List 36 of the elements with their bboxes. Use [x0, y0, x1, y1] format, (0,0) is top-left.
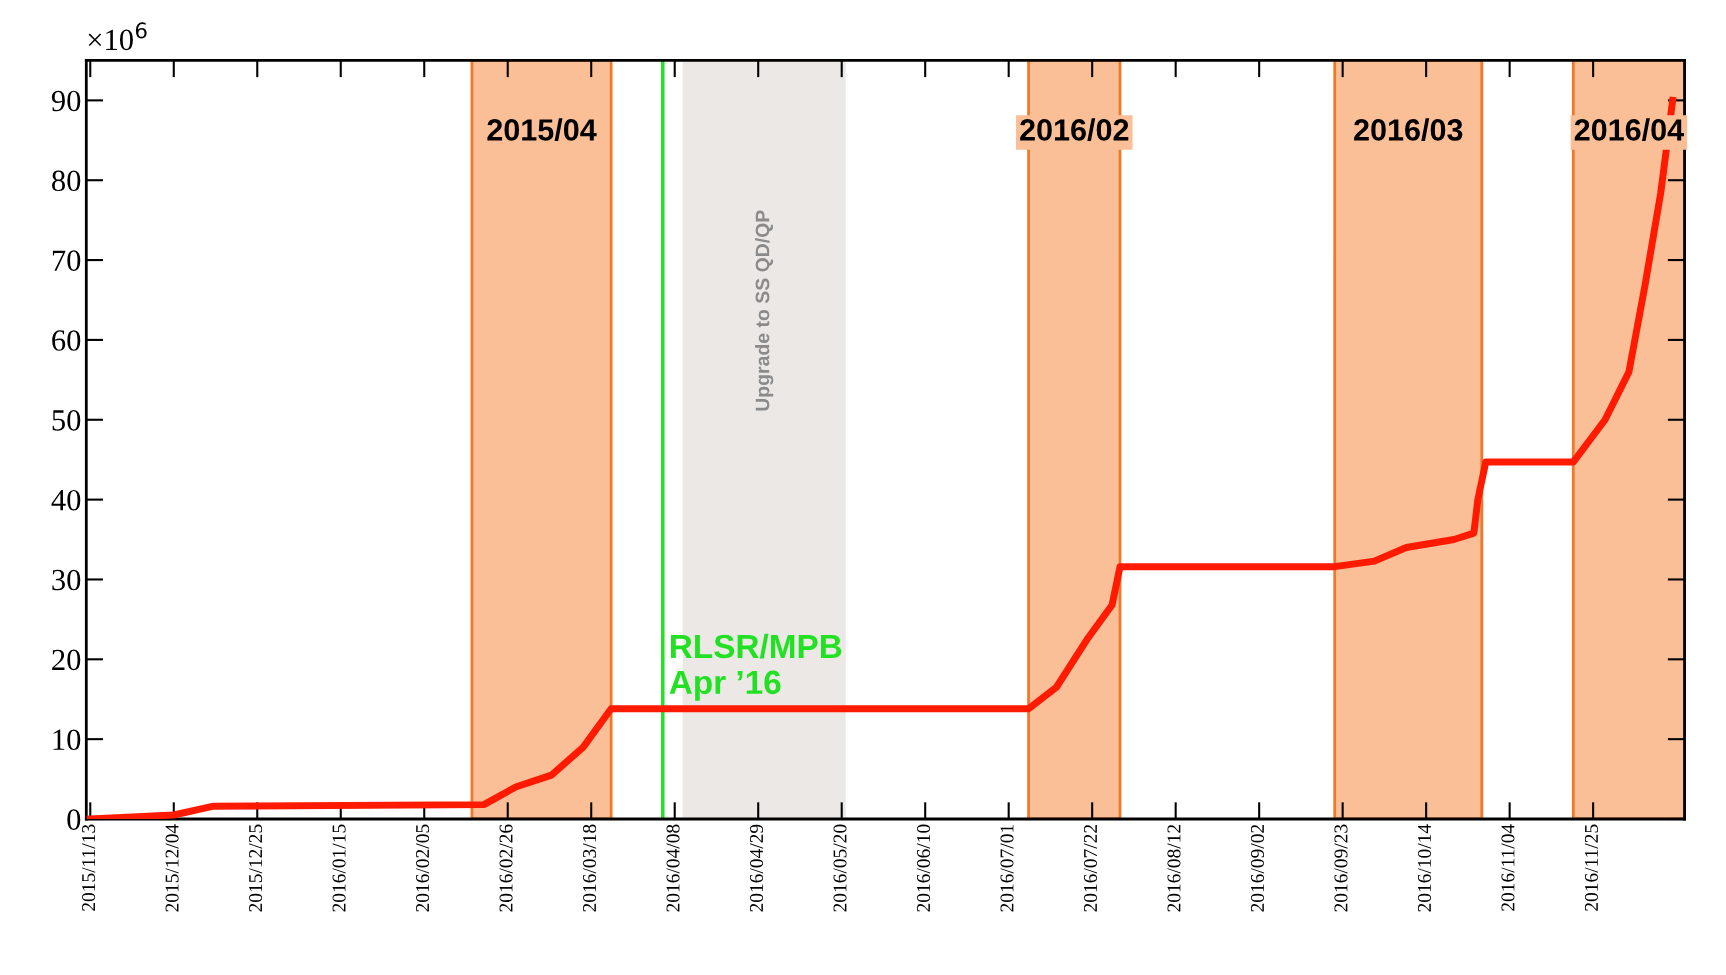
x-tick-label: 2016/04/08 [666, 824, 680, 912]
y-tick-label: 30 [52, 569, 81, 591]
ref-line-label: RLSR/MPB Apr ’16 [669, 633, 842, 701]
y-tick-label: 0 [67, 809, 81, 830]
x-tick-label: 2016/05/20 [833, 824, 847, 912]
y-tick-label: 40 [51, 489, 81, 511]
y-tick-label: 80 [52, 170, 81, 192]
x-tick-label: 2016/01/15 [332, 824, 346, 912]
x-tick-label: 2015/12/25 [249, 824, 263, 912]
x-tick-label: 2016/09/23 [1334, 824, 1348, 912]
x-tick-label: 2016/02/26 [499, 824, 513, 912]
y-tick-label: 90 [51, 90, 81, 112]
x-tick-label: 2016/07/22 [1083, 824, 1098, 912]
x-tick-label: 2016/11/25 [1584, 824, 1598, 911]
y-tick-label: 20 [52, 649, 81, 671]
y-tick-label: 70 [52, 250, 81, 271]
x-tick-label: 2016/02/05 [415, 824, 430, 912]
x-tick-label: 2016/09/02 [1250, 824, 1265, 912]
x-tick-label: 2016/11/04 [1501, 824, 1515, 911]
x-tick-label: 2016/08/12 [1167, 824, 1181, 912]
y-tick-label: 60 [52, 330, 81, 351]
y-tick-label: 50 [52, 410, 81, 431]
x-tick-label: 2016/03/18 [582, 824, 597, 912]
band-label: 2016/02 [1020, 118, 1129, 142]
band-label: Upgrade to SS QD/QP [755, 210, 774, 411]
x-tick-label: 2015/11/13 [82, 824, 96, 911]
x-tick-label: 2016/04/29 [749, 824, 764, 912]
text: ×10$^{6}$ [88, 22, 147, 51]
x-tick-label: 2016/06/10 [916, 824, 931, 912]
band-label: 2015/04 [487, 118, 597, 142]
y-tick-label: 10 [53, 729, 81, 751]
x-tick-label: 2016/10/14 [1417, 824, 1432, 912]
band-label: 2016/04 [1574, 118, 1684, 142]
x-tick-label: 2015/12/04 [165, 824, 179, 912]
band-label: 2016/03 [1354, 118, 1463, 142]
x-tick-label: 2016/07/01 [1000, 825, 1014, 912]
